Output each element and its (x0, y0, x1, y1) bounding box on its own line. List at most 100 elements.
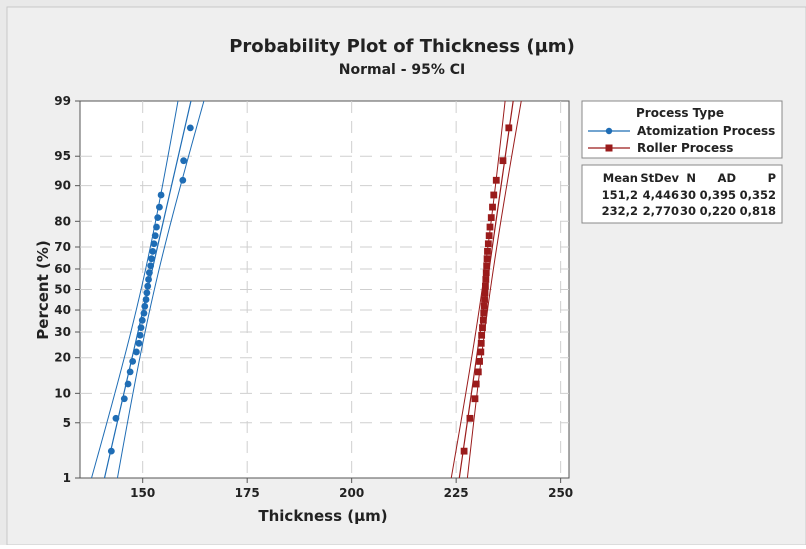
data-point (505, 124, 513, 132)
data-point (481, 289, 489, 297)
data-point (472, 380, 480, 388)
legend-marker-atomization (605, 127, 613, 135)
stats-table: Mean StDev N AD P 151,2 4,446 30 0,395 0… (581, 164, 783, 224)
chart-subtitle: Normal - 95% CI (339, 62, 466, 78)
stats-header-n: N (686, 171, 696, 185)
data-point (481, 296, 488, 303)
data-point (154, 214, 162, 222)
y-tick-label: 40 (54, 303, 71, 317)
data-point (474, 368, 482, 376)
x-tick-label: 150 (130, 486, 155, 500)
data-point (482, 276, 490, 283)
y-tick-label: 80 (54, 214, 71, 228)
data-point (484, 247, 491, 255)
data-point (489, 203, 496, 211)
data-point (145, 269, 153, 277)
y-axis-label: Percent (%) (34, 240, 52, 339)
stats-header-p: P (768, 171, 776, 185)
stats-header-stdev: StDev (640, 171, 679, 185)
data-point (148, 255, 155, 263)
data-points (107, 124, 513, 455)
data-point (147, 262, 155, 270)
legend-label-roller: Roller Process (637, 141, 733, 155)
y-tick-label: 99 (54, 94, 71, 108)
data-point (490, 191, 498, 199)
data-point (499, 157, 507, 165)
data-point (484, 240, 492, 248)
ci-upper-line (466, 101, 522, 478)
x-tick-label: 250 (548, 486, 573, 500)
stats-header-mean: Mean (603, 171, 638, 185)
data-point (476, 357, 483, 365)
data-point (480, 302, 488, 310)
chart-title: Probability Plot of Thickness (µm) (229, 36, 575, 57)
data-point (145, 276, 152, 283)
stats-cell: 0,818 (740, 204, 776, 218)
data-point (151, 232, 159, 240)
data-point (157, 191, 165, 199)
legend-label-atomization: Atomization Process (637, 124, 775, 138)
stats-header-ad: AD (718, 171, 736, 185)
data-point (487, 214, 495, 222)
data-point (120, 395, 128, 403)
data-point (460, 447, 468, 455)
stats-cell: 0,395 (700, 188, 736, 202)
legend-marker-roller (605, 144, 613, 152)
data-point (141, 302, 149, 310)
data-point (471, 395, 479, 403)
data-point (142, 296, 150, 303)
data-point (135, 339, 143, 347)
data-point (153, 223, 160, 231)
y-tick-label: 30 (54, 325, 71, 339)
ci-lower-line (91, 101, 179, 478)
data-point (482, 282, 489, 290)
y-tick-label: 20 (54, 351, 71, 365)
x-tick-label: 200 (339, 486, 364, 500)
data-point (150, 240, 158, 248)
data-point (482, 269, 490, 277)
y-tick-label: 1 (63, 471, 71, 485)
data-point (186, 124, 194, 132)
data-point (479, 316, 487, 324)
data-point (483, 262, 491, 270)
data-point (477, 339, 485, 347)
stats-cell: 2,770 (643, 204, 679, 218)
x-tick-label: 175 (235, 486, 260, 500)
stats-cell: 0,220 (700, 204, 736, 218)
axis-ticks: 150 175 200 225 250 1 5 10 20 30 40 50 60 70 80 90 95 99 (54, 94, 573, 500)
data-point (129, 357, 137, 365)
data-point (492, 176, 500, 184)
y-tick-label: 90 (54, 179, 71, 193)
stats-cell: 0,352 (740, 188, 776, 202)
data-point (140, 309, 148, 317)
data-point (149, 247, 157, 255)
data-point (143, 289, 151, 297)
y-tick-label: 10 (54, 386, 71, 400)
data-point (478, 331, 486, 339)
stats-cell: 151,2 (602, 188, 638, 202)
data-point (466, 414, 474, 422)
stats-cell: 232,2 (602, 204, 638, 218)
stats-cell: 4,446 (643, 188, 679, 202)
data-point (156, 203, 163, 211)
data-point (479, 324, 486, 332)
stats-table-box (581, 164, 783, 224)
y-tick-label: 5 (63, 416, 71, 430)
y-tick-label: 95 (54, 149, 71, 163)
grid-lines (80, 101, 569, 478)
x-tick-label: 225 (444, 486, 469, 500)
data-point (144, 282, 152, 290)
x-axis-label: Thickness (µm) (258, 507, 387, 525)
data-point (483, 255, 491, 263)
y-tick-label: 50 (54, 283, 71, 297)
data-point (486, 223, 494, 231)
data-point (124, 380, 132, 388)
data-point (107, 447, 115, 455)
legend: Process Type Atomization Process Roller … (581, 100, 783, 159)
data-point (480, 309, 488, 317)
data-point (133, 348, 140, 356)
ci-upper-line (116, 101, 205, 478)
data-point (485, 232, 493, 240)
